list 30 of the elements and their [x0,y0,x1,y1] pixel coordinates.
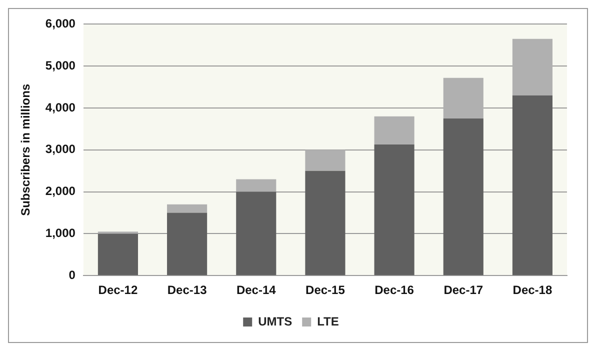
x-tick-label: Dec-16 [374,283,414,298]
bar [305,170,346,276]
bar [443,118,484,276]
x-tick-label: Dec-12 [98,283,138,298]
bar [374,144,414,276]
bar [305,150,346,171]
y-tick-label: 0 [68,268,76,282]
y-tick-label: 3,000 [45,142,76,156]
y-tick-label: 1,000 [45,226,76,240]
y-tick-label: 5,000 [45,58,76,72]
y-tick-label: 4,000 [45,100,76,114]
bar [512,95,552,276]
y-tick-label: 2,000 [45,184,76,198]
legend-label: UMTS [258,314,292,328]
bar [236,179,276,192]
x-tick-label: Dec-17 [444,283,484,298]
bar [167,212,208,276]
x-tick-label: Dec-15 [306,283,346,298]
bar [98,234,138,276]
legend-label: LTE [317,314,339,328]
x-tick-label: Dec-14 [236,283,276,298]
bar [167,204,208,213]
y-axis-title: Subscribers in millions [18,84,33,216]
y-tick-label: 6,000 [45,16,76,31]
bar [443,78,484,118]
x-tick-label: Dec-18 [512,283,552,298]
bar [236,192,276,276]
bar [374,116,414,144]
bar [512,38,552,96]
x-tick-label: Dec-13 [167,283,208,298]
